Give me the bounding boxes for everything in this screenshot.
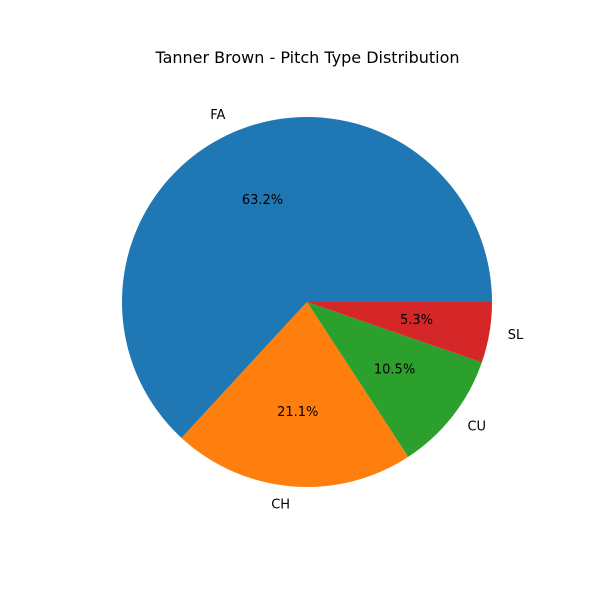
pie-slice-fa bbox=[122, 117, 492, 438]
pie-slice-cu bbox=[307, 302, 482, 457]
percent-label-fa: 63.2% bbox=[242, 193, 283, 208]
pie-slice-ch bbox=[181, 302, 409, 487]
category-label-cu: CU bbox=[467, 420, 486, 435]
category-label-sl: SL bbox=[508, 328, 524, 343]
category-label-ch: CH bbox=[271, 497, 290, 512]
category-label-fa: FA bbox=[210, 108, 225, 123]
percent-label-cu: 10.5% bbox=[374, 363, 415, 378]
percent-label-sl: 5.3% bbox=[400, 313, 433, 328]
percent-label-ch: 21.1% bbox=[277, 405, 318, 420]
pie-slice-sl bbox=[307, 302, 492, 363]
chart-title: Tanner Brown - Pitch Type Distribution bbox=[155, 48, 460, 67]
